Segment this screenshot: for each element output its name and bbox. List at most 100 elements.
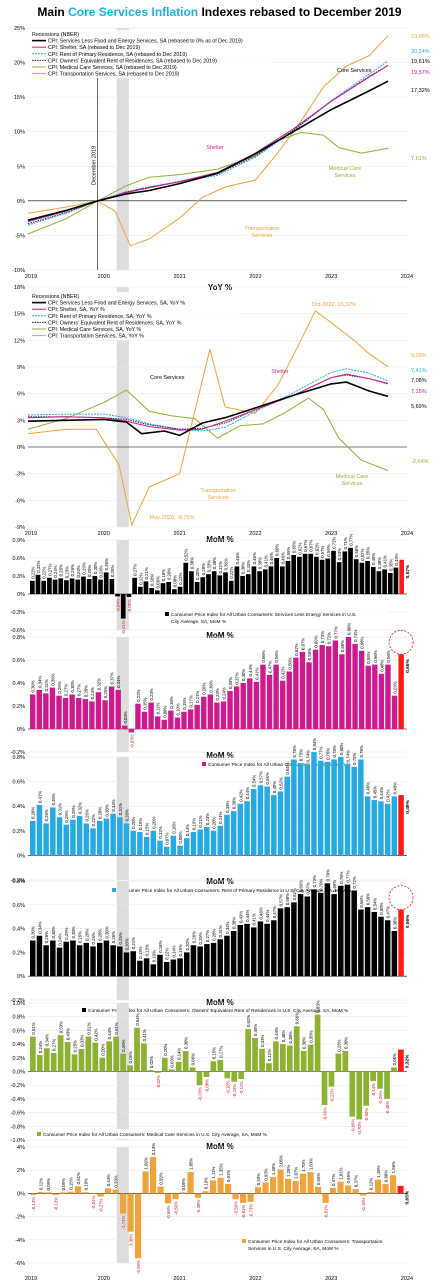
legend-background [110, 885, 410, 895]
bar-value-label: 0,21% [131, 937, 136, 949]
bar-value-label: 1,40% [271, 1163, 276, 1175]
bar-value-label: 0,37% [354, 1175, 359, 1187]
y-tick-label: -2% [15, 1215, 25, 1221]
bar [338, 757, 344, 856]
bar [189, 571, 194, 594]
bar-value-label: 0,62% [294, 643, 299, 655]
bar [311, 752, 317, 856]
bar-value-label: 0,02% [149, 1056, 154, 1068]
series-label-core: Core Services [337, 68, 372, 74]
bar-value-label: 0,28% [98, 807, 103, 819]
bar [143, 581, 149, 594]
bar-value-label: 0,11% [156, 702, 161, 714]
bar [135, 1193, 142, 1259]
bar [36, 689, 42, 729]
bar [30, 580, 35, 594]
bar-value-label: 0,03% [170, 1055, 175, 1067]
end-value-label: 9,03% [411, 353, 427, 359]
y-tick-label: 0.4% [12, 1042, 25, 1048]
highlight-circle [388, 885, 414, 910]
bar-value-label: 0,06% [191, 1053, 196, 1065]
bar [358, 650, 365, 729]
bar [364, 796, 371, 856]
bar-value-label: 0,12% [267, 1049, 272, 1061]
bar-value-label: -0,66% [350, 1119, 355, 1133]
bar-value-label: 0,25% [110, 565, 115, 577]
series-label-transport: Transportation [244, 226, 279, 232]
bar-value-label: 0,24% [221, 687, 226, 699]
bar-value-label: 0,38% [258, 557, 263, 569]
legend-entry: CPI: Medical Care Services, SA, YoY % [48, 327, 142, 333]
bar-value-label: 0,03% [123, 711, 128, 723]
legend-entry: CPI: Services Less Food and Energy Servi… [48, 301, 185, 307]
bar [255, 1187, 262, 1194]
bar-value-label: -0,18% [361, 1197, 366, 1211]
bar [266, 1063, 272, 1072]
bar [244, 923, 250, 977]
bar-value-label: 0,20% [163, 1043, 168, 1055]
bar [297, 894, 304, 977]
bar [277, 791, 284, 856]
bar-value-label: 0,18% [161, 569, 166, 581]
bar [109, 579, 115, 594]
bar-value-label: 0,23% [149, 688, 154, 700]
bar [210, 1180, 217, 1194]
bar-value-label: 0,28% [202, 682, 207, 694]
bar [321, 1071, 328, 1106]
legend-background [30, 30, 270, 79]
bar [247, 1193, 254, 1202]
legend-entry: Recessions (NBER) [32, 294, 79, 300]
bar [69, 694, 75, 729]
series-label-transport-2: Services [251, 233, 272, 239]
bar [67, 1191, 74, 1194]
bar [370, 567, 376, 594]
bar [141, 711, 148, 729]
y-tick-label: -0.4% [11, 1097, 25, 1103]
bar [148, 1070, 154, 1072]
bar [50, 940, 56, 977]
bar [71, 1054, 78, 1072]
bar-value-label: 0,44% [245, 909, 250, 921]
bar [184, 952, 190, 977]
bar [52, 1193, 59, 1195]
bar [117, 946, 123, 977]
bar [97, 1193, 104, 1197]
last-bar-value-label: 0,65% [405, 659, 411, 673]
series-label-shelter: Shelter [271, 369, 289, 375]
bar [358, 909, 364, 977]
bar-value-label: 0,42% [93, 1028, 98, 1040]
bar [371, 800, 378, 856]
bar [197, 946, 203, 977]
bar [280, 566, 285, 594]
bar-value-label: 0,38% [288, 1031, 293, 1043]
bar [207, 694, 214, 729]
bar-value-label: 0,52% [279, 777, 284, 789]
y-tick-label: 2% [17, 1168, 25, 1174]
bar-value-label: 0,62% [246, 1015, 251, 1027]
bar [245, 574, 251, 594]
bar-value-label: 0,34% [37, 676, 42, 688]
bar [307, 1044, 314, 1072]
bar-value-label: 0,44% [274, 1027, 279, 1039]
end-value-label: 7,15% [411, 389, 427, 395]
bar [92, 576, 98, 594]
y-tick-label: 0.6% [12, 780, 25, 786]
x-tick-label: 2019 [25, 1276, 37, 1282]
bar-value-label: 0,24% [99, 565, 104, 577]
x-tick-label: 2022 [249, 531, 261, 537]
bar-value-label: 0,55% [366, 651, 371, 663]
bar [201, 696, 207, 729]
bar-value-label: 0,81% [226, 1170, 231, 1182]
bar [352, 1189, 359, 1194]
bar [378, 801, 384, 856]
bar-value-label: 0,57% [279, 894, 284, 906]
bar [195, 1193, 202, 1198]
bar-value-label: -0,38% [196, 1200, 201, 1214]
bar [56, 695, 62, 729]
bar [234, 566, 240, 594]
bar-value-label: 0,66% [295, 1012, 300, 1024]
bar [83, 823, 90, 856]
last-bar-value-label: 0,49% [405, 799, 411, 813]
bar-value-label: 0,33% [79, 1035, 84, 1047]
